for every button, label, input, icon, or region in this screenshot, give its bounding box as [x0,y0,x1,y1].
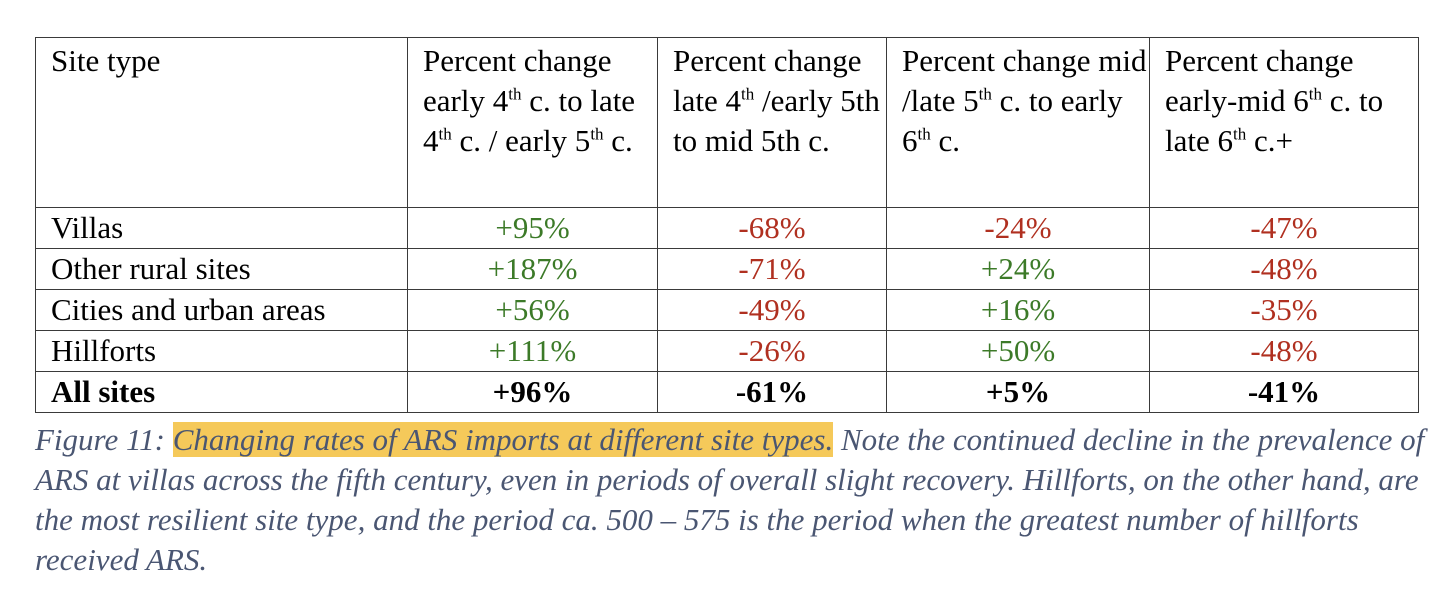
table-cell: -48% [1149,248,1419,290]
caption-label: Figure 11: [35,422,173,457]
header-early-mid-6th-to-late-6th: Percent change early-mid 6th c. to late … [1149,37,1419,208]
table-cell: -71% [657,248,887,290]
header-early-4th-to-late-4th: Percent change early 4th c. to late 4th … [407,37,658,208]
table-cell: -49% [657,289,887,331]
row-label: All sites [35,371,408,413]
table-cell: +96% [407,371,658,413]
table-cell: -41% [1149,371,1419,413]
table-cell: +187% [407,248,658,290]
row-label: Cities and urban areas [35,289,408,331]
table-cell: -47% [1149,207,1419,249]
row-label: Hillforts [35,330,408,372]
figure-caption: Figure 11: Changing rates of ARS imports… [35,420,1435,580]
table-row-all-sites: All sites +96% -61% +5% -41% [35,371,1419,413]
table-cell: -61% [657,371,887,413]
table-cell: -68% [657,207,887,249]
header-mid-5th-to-early-6th: Percent change mid /late 5th c. to early… [886,37,1150,208]
header-late-4th-to-mid-5th: Percent change late 4th /early 5th to mi… [657,37,887,208]
caption-text: Note the continued decline in the preval… [35,422,1425,577]
table-cell: +24% [886,248,1150,290]
header-site-type: Site type [35,37,408,208]
table-cell: -24% [886,207,1150,249]
table-row-cities: Cities and urban areas +56% -49% +16% -3… [35,289,1419,331]
table-cell: -48% [1149,330,1419,372]
row-label: Villas [35,207,408,249]
caption-highlight: Changing rates of ARS imports at differe… [172,422,834,457]
table-row-other-rural: Other rural sites +187% -71% +24% -48% [35,248,1419,290]
table-header-row: Site type Percent change early 4th c. to… [35,37,1419,208]
table-cell: -26% [657,330,887,372]
table-cell: +95% [407,207,658,249]
table-cell: +5% [886,371,1150,413]
table-cell: -35% [1149,289,1419,331]
site-type-table: Site type Percent change early 4th c. to… [35,37,1419,413]
table-row-villas: Villas +95% -68% -24% -47% [35,207,1419,249]
row-label: Other rural sites [35,248,408,290]
table-row-hillforts: Hillforts +111% -26% +50% -48% [35,330,1419,372]
table-cell: +56% [407,289,658,331]
table-cell: +50% [886,330,1150,372]
table-cell: +16% [886,289,1150,331]
table-cell: +111% [407,330,658,372]
